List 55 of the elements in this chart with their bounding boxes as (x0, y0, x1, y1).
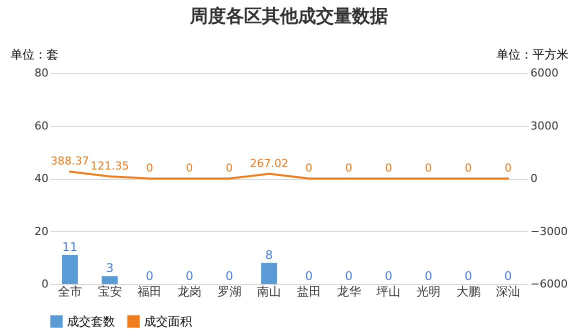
y-tick-label: 20 (34, 224, 48, 238)
x-tick-label: 罗湖 (217, 284, 242, 298)
x-tick-label: 龙华 (336, 284, 361, 298)
data-label: 0 (146, 269, 154, 283)
data-label: 3 (106, 261, 114, 276)
bar (102, 276, 118, 284)
data-label: 0 (186, 269, 194, 283)
data-label: 0 (345, 162, 352, 174)
data-label: 0 (344, 269, 353, 283)
x-tick-label: 南山 (257, 284, 282, 298)
y2-tick-label: −6000 (530, 278, 568, 290)
data-label: 267.02 (250, 156, 288, 170)
data-label: 388.37 (50, 154, 90, 168)
data-label: 0 (504, 162, 512, 174)
y2-axis-title: 单位：平方米 (496, 48, 568, 62)
y-tick-label: 60 (34, 119, 48, 132)
data-label: 0 (305, 269, 313, 283)
legend-label: 成交套数 (67, 314, 115, 329)
data-label: 11 (62, 240, 78, 254)
x-tick-label: 盐田 (296, 284, 321, 298)
y2-tick-label: −3000 (530, 224, 568, 238)
data-label: 0 (305, 162, 312, 174)
y2-tick-label: 0 (530, 172, 538, 185)
y-tick-label: 0 (42, 278, 48, 290)
data-label: 0 (186, 162, 193, 174)
data-label: 0 (384, 269, 392, 283)
x-tick-label: 坪山 (376, 284, 401, 298)
data-label: 0 (504, 269, 512, 283)
data-label: 121.35 (90, 159, 129, 172)
y-tick-label: 40 (34, 172, 48, 185)
data-label: 0 (225, 269, 234, 283)
data-label: 0 (226, 162, 233, 174)
line-series (68, 170, 510, 180)
x-tick-label: 宝安 (98, 284, 122, 298)
data-label: 0 (146, 162, 154, 174)
x-tick-label: 全市 (58, 284, 82, 298)
data-label: 0 (424, 162, 432, 174)
data-label: 0 (464, 162, 472, 174)
data-label: 8 (265, 248, 273, 262)
y-axis-title: 单位：套 (10, 48, 58, 62)
y2-tick-label: 6000 (530, 66, 558, 80)
x-tick-label: 光明 (416, 284, 440, 298)
legend-label: 成交面积 (144, 314, 192, 329)
bar (62, 254, 78, 284)
x-tick-label: 大鹏 (456, 284, 480, 298)
chart-title: 周度各区其他成交量数据 (189, 6, 388, 27)
data-label: 0 (385, 162, 392, 174)
x-tick-label: 龙岗 (177, 284, 202, 298)
x-tick-label: 深汕 (496, 284, 520, 298)
y2-tick-label: 3000 (530, 119, 558, 132)
y-tick-label: 80 (34, 66, 48, 80)
bar (261, 262, 278, 284)
data-label: 0 (424, 269, 432, 283)
data-label: 0 (464, 269, 472, 283)
x-tick-label: 福田 (138, 284, 162, 298)
